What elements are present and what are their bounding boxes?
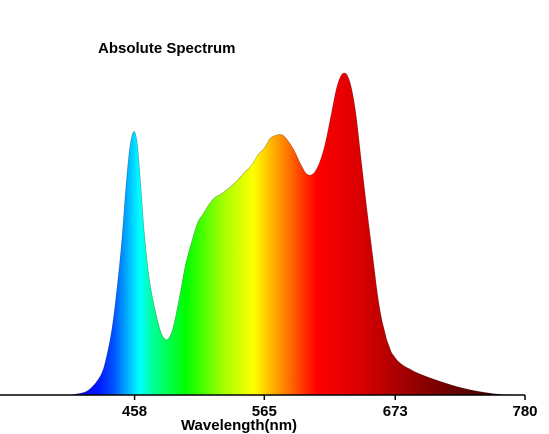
- x-axis-label: Wavelength(nm): [181, 417, 297, 434]
- spectrum-line: [39, 72, 526, 396]
- x-tick-label: 780: [512, 403, 537, 420]
- x-tick-label: 565: [252, 403, 277, 420]
- x-axis-ticks: 458 565 673 780: [122, 395, 538, 420]
- chart-title: Absolute Spectrum: [98, 40, 236, 57]
- x-tick-label: 673: [383, 403, 408, 420]
- spectrum-area: [40, 72, 525, 395]
- x-tick-label: 458: [122, 403, 147, 420]
